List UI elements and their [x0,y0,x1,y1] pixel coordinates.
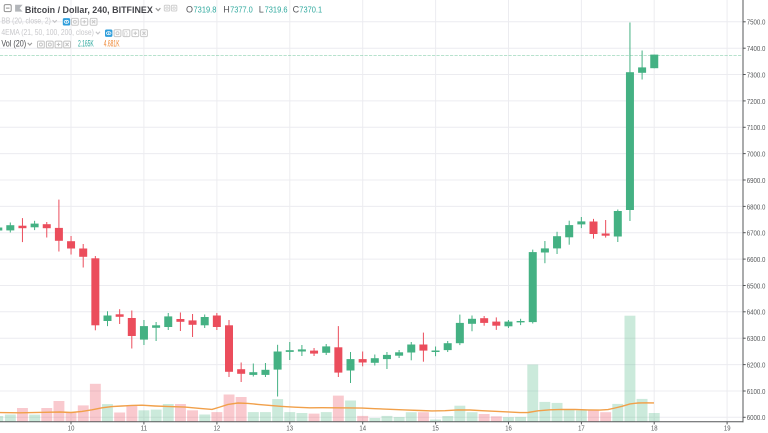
svg-text:6200.0: 6200.0 [747,361,766,370]
svg-text:6600.0: 6600.0 [747,255,766,264]
svg-text:17: 17 [578,424,585,433]
svg-text:7370.1: 7370.1 [299,5,322,15]
svg-text:6000.0: 6000.0 [747,413,766,422]
svg-text:7300.0: 7300.0 [747,70,766,79]
svg-text:H: H [223,5,230,15]
svg-text:{}: {} [124,31,128,37]
svg-text:6700.0: 6700.0 [747,229,766,238]
svg-text:7400.0: 7400.0 [747,44,766,53]
svg-text:7100.0: 7100.0 [747,123,766,132]
svg-text:11: 11 [141,424,148,433]
svg-text:4.681K: 4.681K [104,38,120,48]
svg-text:BB (20, close, 2): BB (20, close, 2) [1,16,51,26]
svg-text:6500.0: 6500.0 [747,281,766,290]
svg-text:O: O [186,5,193,15]
svg-text:19: 19 [724,424,731,433]
svg-text:13: 13 [286,424,293,433]
svg-text:18: 18 [651,424,658,433]
svg-text:6300.0: 6300.0 [747,334,766,343]
svg-text:Vol (20): Vol (20) [1,38,26,48]
svg-text:6800.0: 6800.0 [747,202,766,211]
svg-text:2.165K: 2.165K [78,38,94,48]
svg-text:10: 10 [68,424,75,433]
svg-text:7319.6: 7319.6 [265,5,288,15]
svg-text:6400.0: 6400.0 [747,308,766,317]
svg-text:4EMA (21, 50, 100, 200, close): 4EMA (21, 50, 100, 200, close) [1,27,94,37]
svg-text:6100.0: 6100.0 [747,387,766,396]
svg-text:6900.0: 6900.0 [747,176,766,185]
svg-text:15: 15 [432,424,439,433]
svg-text:7319.8: 7319.8 [194,5,217,15]
svg-text:12: 12 [214,424,221,433]
svg-text:C: C [293,5,300,15]
svg-text:7377.0: 7377.0 [230,5,253,15]
svg-text:7500.0: 7500.0 [747,18,766,27]
svg-text:16: 16 [505,424,512,433]
svg-text:7200.0: 7200.0 [747,97,766,106]
svg-text:7000.0: 7000.0 [747,150,766,159]
svg-text:14: 14 [359,424,366,433]
svg-text:Bitcoin / Dollar, 240, BITFINE: Bitcoin / Dollar, 240, BITFINEX [25,5,154,16]
svg-text:L: L [259,5,264,15]
